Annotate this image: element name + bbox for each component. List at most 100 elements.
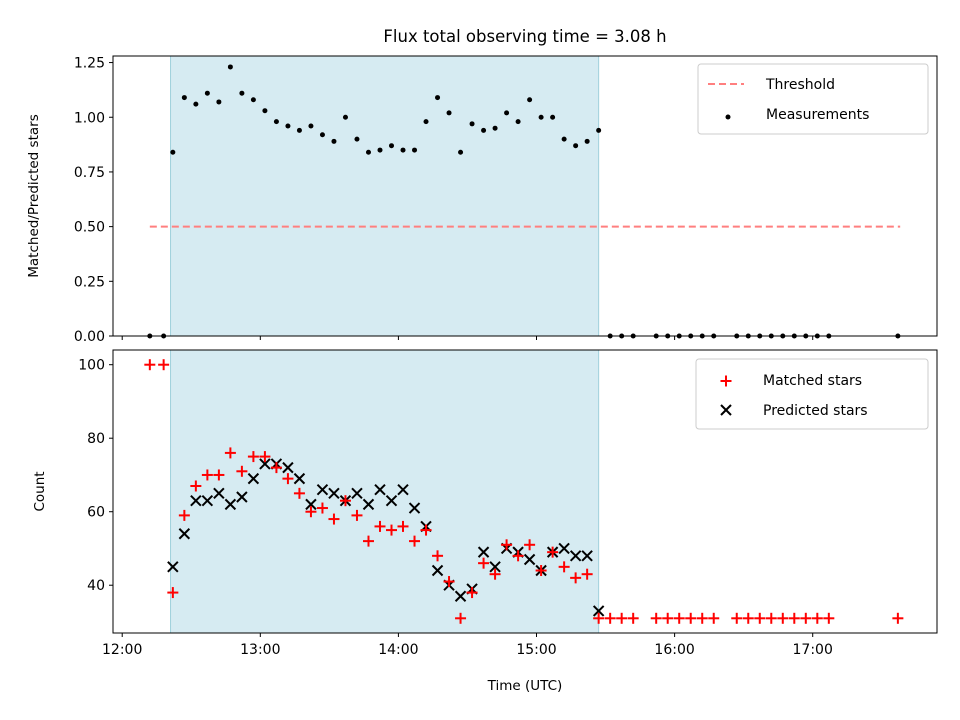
predicted-point [224,498,237,511]
measurement-point [550,114,556,120]
legend-predicted-swatch [720,404,732,416]
matched-point [328,513,340,525]
legend-matched-swatch [720,375,732,387]
measurement-points [147,64,901,339]
x-stroke-b [385,494,398,507]
matched-point [158,359,170,371]
measurement-point [504,110,510,116]
measurement-point [250,97,256,103]
x-stroke-b [213,487,225,500]
measurement-point [400,147,406,153]
top-x-ticks [121,336,814,340]
x-stroke-b [190,494,202,507]
bottom-y-ticks: 40 60 80 100 [78,358,113,594]
observing-interval-shade [170,349,600,634]
predicted-point [362,498,375,511]
x-stroke-b [592,605,605,617]
y-tick-label: 80 [87,431,105,447]
x-stroke-b [282,461,294,474]
x-tick-label: 13:00 [240,642,280,658]
measurement-point [389,143,395,149]
measurement-point [308,123,314,129]
matched-point [731,612,743,624]
predicted-point [523,553,536,566]
measurement-point [296,127,302,133]
x-stroke-b [293,472,306,485]
x-stroke-b [351,487,363,500]
matched-point [362,535,374,547]
measurement-point [481,127,487,133]
x-stroke-b [316,483,329,496]
bottom-x-ticks: 12:00 13:00 14:00 15:00 16:00 17:00 [102,633,833,658]
x-stroke-b [558,542,570,555]
measurement-point [193,101,199,107]
matched-point [190,480,202,492]
predicted-point [328,487,340,500]
predicted-point [558,542,570,555]
matched-point [558,561,570,573]
y-tick-label: 0.00 [74,329,105,345]
matched-point [627,612,639,624]
bottom-legend-box [695,358,929,430]
predicted-point [305,498,317,511]
x-stroke-b [477,546,490,558]
predicted-point [282,461,294,474]
y-tick-label: 0.50 [74,220,105,236]
x-stroke-b [236,491,248,503]
matched-point [788,612,800,624]
predicted-point [569,550,582,562]
measurement-point [342,114,348,120]
matched-point [685,612,697,624]
matched-point [167,587,179,599]
x-stroke-b [569,550,582,562]
measurement-point [584,138,590,144]
measurement-point [435,95,441,101]
x-stroke-b [259,458,271,470]
x-stroke-b [720,404,732,416]
matched-point [696,612,708,624]
matched-point [305,506,317,518]
measurement-point [515,119,521,125]
x-axis-label: Time (UTC) [487,678,563,694]
matched-point [650,612,662,624]
matched-point [535,565,547,577]
measurement-point [216,99,222,105]
y-tick-label: 1.00 [74,110,105,126]
matched-point [616,612,628,624]
matched-point [432,550,444,562]
x-stroke-b [201,494,214,507]
measurement-point [458,149,464,155]
y-tick-label: 60 [87,505,105,521]
matched-point [604,612,616,624]
measurement-point [181,95,187,101]
matched-point [270,462,282,474]
predicted-point [178,528,191,540]
bottom-axes-frame [112,349,938,634]
y-tick-label: 100 [78,358,105,374]
matched-point [374,520,386,532]
x-stroke-b [167,561,179,573]
matched-point [201,469,213,481]
x-stroke-b [454,590,467,602]
measurement-point [377,147,383,153]
x-tick-label: 15:00 [516,642,556,658]
matched-point [466,587,478,599]
measurement-point [469,121,475,127]
predicted-point [351,487,363,500]
legend-x-marker [720,404,732,416]
measurement-point [331,138,337,144]
x-tick-label: 12:00 [102,642,142,658]
matched-point [547,546,559,558]
top-y-axis-label: Matched/Predicted stars [26,114,42,277]
matched-point [673,612,685,624]
measurement-point [227,64,233,70]
top-axes-frame [112,55,938,337]
observing-interval-shade [170,55,600,337]
predicted-point [581,550,593,562]
matched-point [178,509,190,521]
y-tick-label: 40 [87,578,105,594]
predicted-point [213,487,225,500]
legend-predicted-label: Predicted stars [763,403,868,419]
matched-point [524,539,536,551]
